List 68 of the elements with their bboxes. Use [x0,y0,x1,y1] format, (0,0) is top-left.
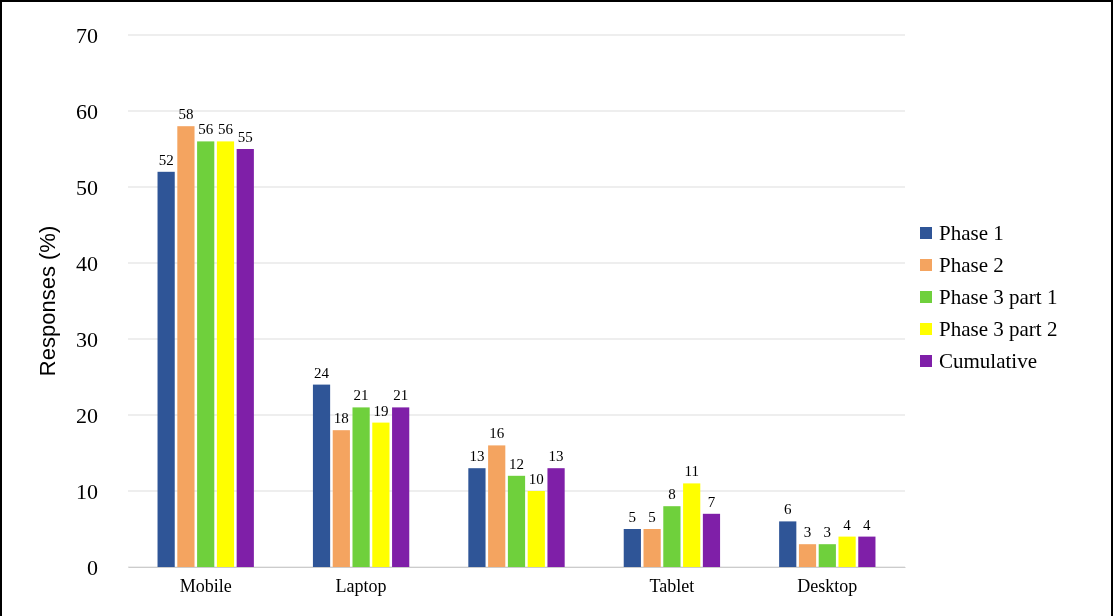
data-label: 58 [178,106,194,123]
data-label: 5 [628,509,637,525]
y-tick-label: 50 [76,174,98,200]
data-label: 12 [509,455,524,472]
data-label: 56 [198,121,214,138]
y-axis-title: Responses (%) [35,225,60,377]
y-tick-label: 0 [87,554,98,580]
data-label: 24 [314,364,330,381]
bar [507,475,526,567]
bar [372,422,390,567]
y-tick-label: 40 [76,250,98,276]
data-label: 21 [393,387,409,404]
bar [197,141,215,567]
x-tick-label: Mobile [179,575,232,596]
y-tick-label: 20 [76,402,98,428]
bar [547,468,565,567]
bar [798,544,817,567]
bar [623,529,641,567]
data-label: 4 [843,516,852,533]
data-label: 19 [373,402,389,419]
bar [683,483,701,567]
legend-label: Phase 1 [939,221,1004,246]
data-label: 18 [333,410,349,427]
y-tick-label: 60 [76,98,98,124]
data-label: 10 [528,471,544,487]
bar [702,513,721,567]
legend-label: Phase 2 [939,253,1004,278]
data-label: 13 [469,448,485,465]
bar [488,445,506,567]
legend-label: Cumulative [939,349,1037,374]
bar [779,521,797,567]
bar [663,506,681,567]
bar [352,407,370,567]
bar [527,491,545,567]
data-label: 56 [217,121,234,138]
data-label: 11 [684,463,699,480]
data-label: 3 [803,524,812,541]
data-label: 6 [783,501,792,518]
x-tick-label: Laptop [335,575,387,596]
legend-label: Phase 3 part 2 [939,317,1058,342]
bar [838,536,856,567]
bar [858,536,876,567]
bar [177,126,195,567]
data-label: 13 [548,448,564,465]
data-label: 4 [863,516,872,533]
bar [216,141,235,567]
bar [468,468,486,567]
x-tick-label: Tablet [649,575,695,596]
data-label: 21 [353,387,369,404]
data-label: 16 [489,425,505,442]
data-label: 55 [237,129,253,145]
y-tick-label: 10 [76,478,98,504]
data-label: 3 [823,524,832,541]
y-tick-label: 30 [76,326,98,352]
y-tick-label: 70 [76,22,98,48]
bar [312,384,331,567]
data-label: 7 [707,493,716,510]
data-label: 52 [158,151,174,168]
data-label: 8 [668,486,676,503]
bar [392,407,410,567]
bar [332,430,350,567]
bar [236,149,254,567]
data-label: 5 [648,509,656,525]
bar [157,171,175,567]
bar [818,544,836,567]
x-tick-label: Desktop [797,575,858,596]
bar [643,529,661,567]
legend-label: Phase 3 part 1 [939,285,1058,310]
